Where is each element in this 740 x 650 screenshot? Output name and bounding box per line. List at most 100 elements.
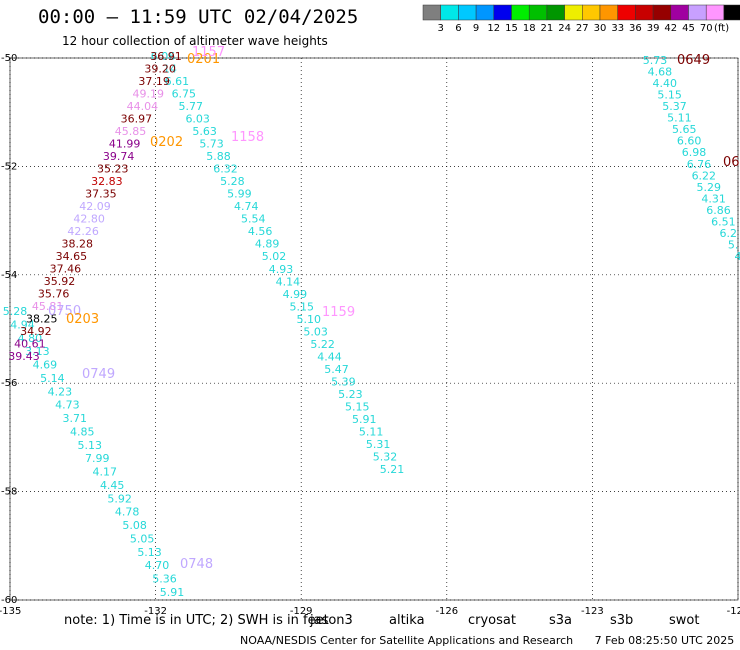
wave-height-label: 4.74 bbox=[234, 200, 259, 213]
wave-height-label: 4.69 bbox=[33, 359, 58, 372]
wave-height-label: 5.91 bbox=[160, 586, 185, 599]
wave-height-label: 4.89 bbox=[255, 238, 280, 251]
wave-height-label: 4.70 bbox=[145, 559, 170, 572]
lat-tick-label: -58 bbox=[1, 487, 17, 498]
wave-height-label: 5.31 bbox=[366, 438, 391, 451]
pass-time-label: 0749 bbox=[82, 367, 115, 382]
legend-unit: (ft) bbox=[714, 23, 729, 34]
satellite-altika: altika bbox=[389, 613, 425, 628]
wave-height-label: 5.37 bbox=[662, 100, 687, 113]
wave-height-label: 6.76 bbox=[687, 158, 712, 171]
wave-height-label: 39.20 bbox=[144, 63, 176, 76]
wave-height-label: 45.85 bbox=[115, 125, 147, 138]
wave-height-label: 6.2 bbox=[719, 227, 737, 240]
legend-swatch bbox=[723, 4, 740, 21]
timestamp: 7 Feb 08:25:50 UTC 2025 bbox=[594, 634, 735, 647]
map-subtitle: 12 hour collection of altimeter wave hei… bbox=[62, 34, 328, 48]
wave-height-label: 5.02 bbox=[262, 250, 287, 263]
wave-height-label: 5.03 bbox=[303, 325, 328, 338]
wave-height-label: 37.46 bbox=[50, 263, 82, 276]
wave-height-label: 5.10 bbox=[296, 313, 321, 326]
wave-height-label: 32.83 bbox=[91, 175, 123, 188]
wave-height-label: 5.73 bbox=[643, 54, 668, 67]
wave-height-label: 5.11 bbox=[359, 425, 384, 438]
wave-height-label: 5.32 bbox=[373, 450, 398, 463]
wave-height-label: 5.05 bbox=[130, 532, 155, 545]
wave-height-label: 5.88 bbox=[206, 150, 231, 163]
wave-height-label: 37.19 bbox=[138, 75, 170, 88]
wave-height-label: 35.76 bbox=[38, 288, 70, 301]
legend-tick-label: 27 bbox=[576, 23, 589, 34]
legend-tick-label: 9 bbox=[473, 23, 479, 34]
wave-height-label: 5.28 bbox=[3, 305, 28, 318]
legend-tick-label: 39 bbox=[647, 23, 660, 34]
wave-height-label: 4.56 bbox=[248, 225, 273, 238]
wave-height-label: 37.35 bbox=[85, 188, 117, 201]
wave-height-label: 45.81 bbox=[32, 300, 64, 313]
wave-height-label: 4.31 bbox=[701, 192, 726, 205]
wave-height-label: 5.91 bbox=[352, 413, 377, 426]
satellite-jason3: jason3 bbox=[310, 613, 353, 628]
wave-height-label: 42.26 bbox=[67, 225, 99, 238]
pass-time-label: 06 bbox=[723, 155, 740, 170]
wave-height-label: 36.97 bbox=[121, 113, 153, 126]
lat-tick-label: -60 bbox=[1, 595, 17, 606]
color-scale-legend: 3 6 9 12 15 18 21 24 27 30 33 36 39 42 45 70 (ft) bbox=[422, 4, 740, 34]
wave-height-label: 5.23 bbox=[338, 388, 363, 401]
lon-tick-label: -129 bbox=[290, 606, 313, 617]
wave-height-label: 7.99 bbox=[85, 452, 110, 465]
wave-height-label: 42.09 bbox=[79, 200, 111, 213]
wave-height-label: 5.29 bbox=[696, 181, 721, 194]
footer-note: note: 1) Time is in UTC; 2) SWH is in fe… bbox=[64, 613, 329, 628]
wave-height-label: 5.36 bbox=[152, 573, 177, 586]
legend-tick-label: 42 bbox=[664, 23, 677, 34]
wave-height-label: 41.99 bbox=[109, 138, 141, 151]
satellite-cryosat: cryosat bbox=[468, 613, 516, 628]
pass-time-label: 0748 bbox=[180, 557, 213, 572]
wave-height-label: 39.74 bbox=[103, 150, 135, 163]
wave-height-label: 4.80 bbox=[18, 332, 43, 345]
wave-height-label: 35.23 bbox=[97, 163, 129, 176]
pass-time-label: 0202 bbox=[150, 135, 183, 150]
wave-height-label: 6.61 bbox=[165, 75, 190, 88]
wave-height-label: 40.61 bbox=[14, 338, 46, 351]
wave-height-label: 49.19 bbox=[133, 88, 165, 101]
pass-time-label: 0203 bbox=[66, 312, 99, 327]
wave-height-label: 4 bbox=[735, 250, 740, 263]
wave-height-label: 34.92 bbox=[20, 325, 52, 338]
lon-tick-label: -123 bbox=[581, 606, 604, 617]
wave-height-label: 4.68 bbox=[648, 66, 673, 79]
legend-tick-label: 33 bbox=[611, 23, 624, 34]
wave-height-label: 6.60 bbox=[677, 135, 702, 148]
satellite-s3a: s3a bbox=[549, 613, 573, 628]
lon-tick-label: -132 bbox=[144, 606, 167, 617]
satellite-swot: swot bbox=[669, 613, 700, 628]
pass-time-label: 0750 bbox=[48, 304, 81, 319]
legend-tick-label: 18 bbox=[523, 23, 536, 34]
wave-height-label: 42.80 bbox=[73, 213, 105, 226]
pass-time-label: 1158 bbox=[231, 130, 264, 145]
wave-height-label: 4.85 bbox=[70, 425, 95, 438]
pass-time-label: 0649 bbox=[677, 53, 710, 68]
wave-height-label: 4.17 bbox=[92, 466, 117, 479]
wave-height-label: 6.98 bbox=[682, 146, 707, 159]
wave-height-label: 39.43 bbox=[8, 350, 40, 363]
wave-height-label: 4.78 bbox=[115, 506, 140, 519]
lon-tick-label: -126 bbox=[435, 606, 458, 617]
wave-height-label: 3.71 bbox=[63, 412, 88, 425]
wave-height-label: 5.14 bbox=[40, 372, 65, 385]
wave-height-label: 34.65 bbox=[56, 250, 88, 263]
legend-tick-label: 45 bbox=[682, 23, 695, 34]
lat-tick-label: -54 bbox=[1, 270, 17, 281]
wave-height-label: 36.91 bbox=[150, 50, 182, 63]
wave-height-label: 35.92 bbox=[44, 275, 76, 288]
wave-height-label: 4.23 bbox=[48, 385, 73, 398]
legend-tick-label: 70 bbox=[700, 23, 713, 34]
wave-height-label: 5.15 bbox=[345, 400, 370, 413]
lon-tick-label: -135 bbox=[0, 606, 21, 617]
wave-height-label: 4.94 bbox=[10, 318, 35, 331]
wave-height-label: 5.21 bbox=[380, 463, 405, 476]
wave-height-label: 4.44 bbox=[317, 350, 342, 363]
map-title: 00:00 – 11:59 UTC 02/04/2025 bbox=[38, 6, 359, 28]
credit-line: NOAA/NESDIS Center for Satellite Applica… bbox=[240, 634, 734, 647]
